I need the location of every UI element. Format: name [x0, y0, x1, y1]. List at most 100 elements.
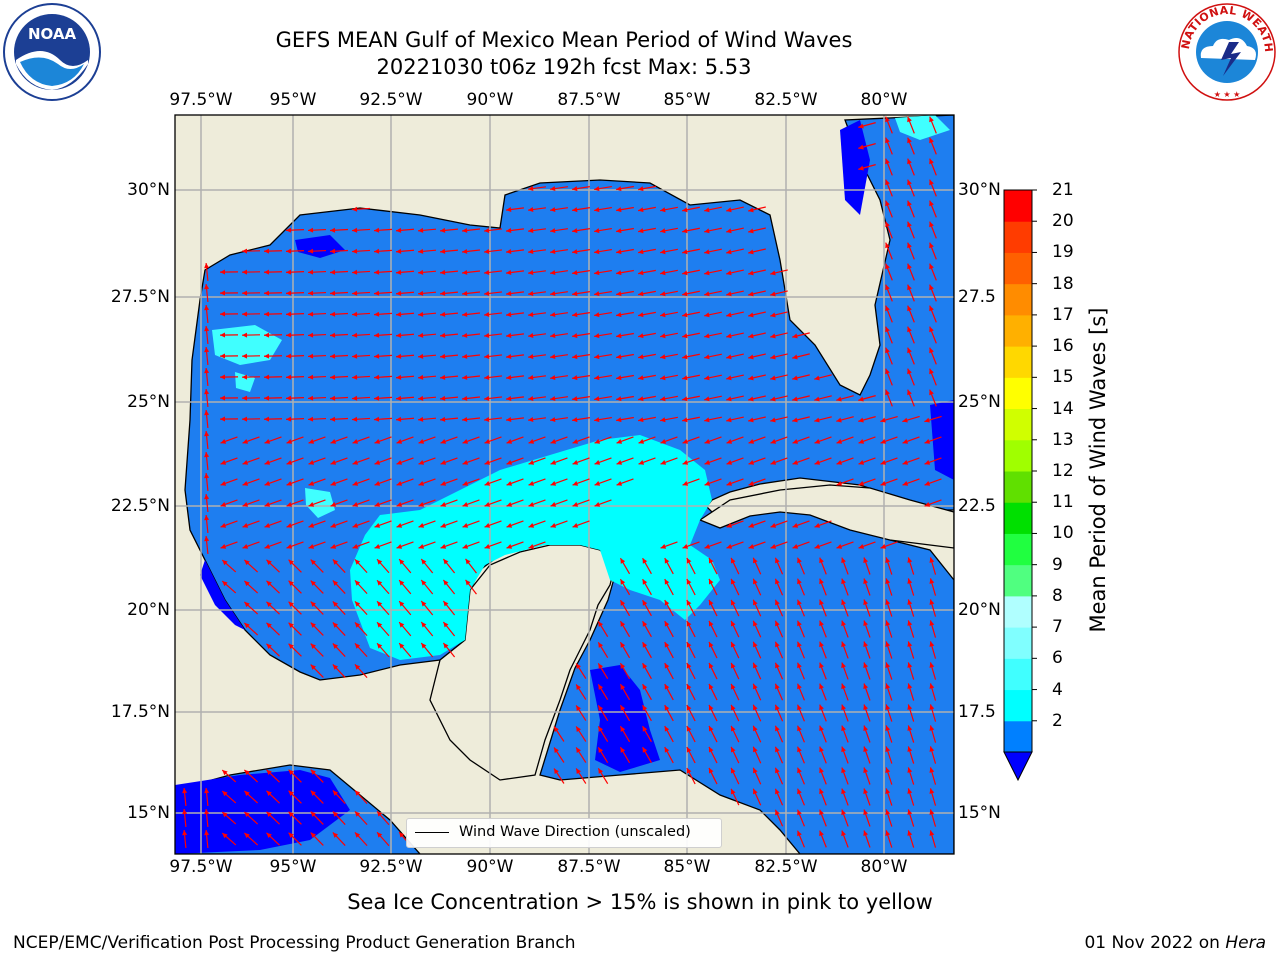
direction-arrow — [638, 395, 656, 401]
direction-arrow-head — [440, 523, 447, 528]
direction-arrow-head — [660, 439, 667, 444]
lon-tick-label-bottom: 87.5°W — [557, 857, 621, 877]
direction-arrow-head — [288, 580, 294, 586]
direction-arrow — [352, 499, 370, 507]
direction-arrow-head — [242, 374, 248, 380]
direction-arrow-head — [374, 290, 380, 296]
direction-arrow-head — [484, 374, 490, 380]
direction-arrow-head — [266, 790, 272, 797]
direction-arrow-head — [748, 396, 754, 402]
direction-arrow-head — [836, 396, 842, 402]
direction-arrow-head — [594, 396, 600, 402]
direction-arrow-head — [396, 481, 403, 486]
direction-arrow — [638, 416, 656, 422]
direction-arrow — [597, 726, 609, 742]
direction-arrow-head — [528, 460, 535, 465]
direction-arrow — [907, 242, 915, 260]
direction-arrow — [907, 326, 915, 344]
direction-arrow-head — [506, 439, 513, 444]
direction-arrow — [395, 417, 415, 421]
direction-arrow-head — [506, 228, 512, 233]
direction-arrow-head — [352, 311, 358, 317]
direction-arrow — [528, 291, 546, 295]
direction-arrow — [505, 270, 525, 274]
direction-arrow — [330, 541, 348, 549]
direction-arrow — [863, 620, 871, 638]
direction-arrow — [885, 284, 893, 302]
direction-arrow-head — [929, 704, 935, 710]
direction-arrow — [594, 395, 612, 401]
direction-arrow — [885, 578, 893, 596]
direction-arrow-head — [484, 332, 490, 338]
colorbar-tick-label: 7 — [1052, 617, 1063, 638]
direction-arrow-head — [616, 354, 622, 360]
direction-arrow — [376, 642, 390, 658]
direction-arrow-head — [704, 481, 711, 486]
direction-arrow-head — [907, 662, 913, 668]
lon-tick-label-top: 97.5°W — [169, 90, 233, 110]
direction-arrow — [373, 333, 393, 337]
direction-arrow — [748, 457, 766, 465]
gulf-of-mexico-water — [184, 115, 954, 854]
direction-arrow-head — [770, 417, 776, 423]
direction-arrow-head — [242, 332, 248, 338]
direction-arrow-head — [220, 544, 227, 549]
direction-arrow-head — [660, 544, 667, 549]
direction-arrow-head — [286, 523, 293, 528]
direction-arrow-head — [924, 460, 931, 465]
direction-arrow-head — [797, 746, 802, 753]
direction-arrow — [484, 457, 502, 465]
direction-arrow-head — [576, 726, 581, 732]
direction-arrow-head — [506, 375, 512, 380]
direction-arrow-head — [929, 662, 935, 668]
direction-arrow-head — [506, 207, 512, 212]
direction-arrow-head — [443, 558, 449, 565]
colorbar-tick-label: 8 — [1052, 585, 1063, 606]
direction-arrow-head — [638, 186, 644, 192]
direction-arrow-head — [929, 641, 935, 647]
direction-arrow — [420, 621, 434, 637]
direction-arrow-head — [682, 375, 688, 381]
direction-arrow — [929, 830, 937, 848]
direction-arrow-head — [550, 417, 556, 423]
direction-arrow — [619, 578, 631, 596]
direction-arrow — [642, 725, 652, 743]
direction-arrow-head — [418, 227, 424, 233]
footer-date: 01 Nov 2022 on Hera — [1084, 933, 1266, 953]
direction-arrow-head — [775, 662, 780, 669]
direction-arrow-head — [418, 416, 424, 422]
direction-arrow-head — [308, 311, 314, 317]
direction-arrow-head — [182, 809, 188, 815]
direction-arrow-head — [462, 416, 468, 422]
direction-arrow-head — [443, 600, 449, 607]
direction-arrow-head — [924, 417, 930, 423]
direction-arrow-head — [528, 396, 534, 402]
direction-arrow — [308, 478, 326, 486]
direction-arrow — [505, 228, 525, 232]
direction-arrow-head — [308, 439, 315, 444]
direction-arrow — [242, 499, 260, 507]
direction-arrow — [929, 263, 937, 281]
direction-arrow-head — [484, 290, 490, 296]
direction-arrow — [616, 332, 634, 338]
direction-arrow-head — [374, 439, 381, 444]
direction-arrow — [528, 457, 546, 465]
direction-arrow-head — [616, 249, 622, 255]
direction-arrow-head — [286, 395, 292, 401]
direction-arrow — [726, 457, 744, 465]
direction-arrow — [553, 726, 565, 742]
lon-tick-label-top: 95°W — [269, 90, 317, 110]
direction-arrow — [748, 478, 766, 486]
direction-arrow — [307, 354, 327, 358]
direction-arrow — [907, 809, 915, 827]
direction-arrow-head — [242, 395, 248, 401]
direction-arrow — [748, 520, 766, 528]
direction-arrow-head — [352, 395, 358, 401]
direction-arrow — [354, 558, 368, 574]
direction-arrow-head — [308, 248, 314, 254]
direction-arrow-head — [374, 416, 380, 422]
direction-arrow-head — [484, 460, 491, 465]
direction-arrow-head — [576, 747, 581, 753]
direction-arrow-head — [686, 642, 692, 648]
direction-arrow-head — [244, 580, 250, 587]
